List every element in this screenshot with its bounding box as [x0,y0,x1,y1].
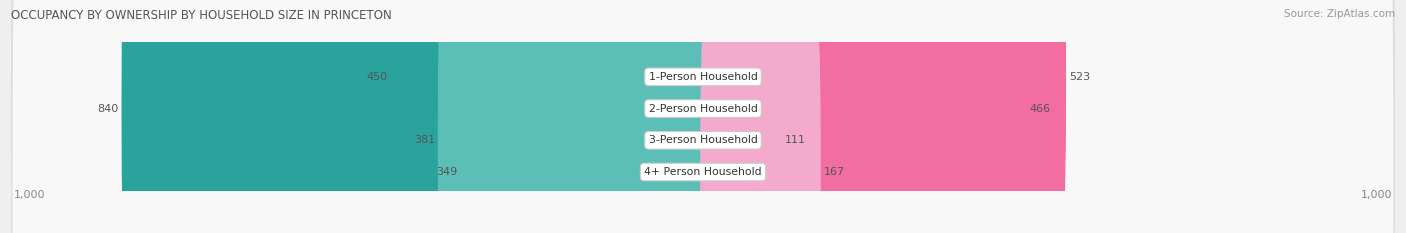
FancyBboxPatch shape [121,0,706,233]
Text: 381: 381 [413,135,434,145]
FancyBboxPatch shape [437,5,706,233]
FancyBboxPatch shape [13,0,1393,233]
Text: Source: ZipAtlas.com: Source: ZipAtlas.com [1284,9,1395,19]
FancyBboxPatch shape [391,0,706,212]
FancyBboxPatch shape [460,37,706,233]
FancyBboxPatch shape [700,0,1026,233]
Text: 840: 840 [97,103,118,113]
Text: 2-Person Household: 2-Person Household [648,103,758,113]
Text: 4+ Person Household: 4+ Person Household [644,167,762,177]
Text: 1,000: 1,000 [1361,190,1392,200]
FancyBboxPatch shape [700,37,821,233]
Text: 3-Person Household: 3-Person Household [648,135,758,145]
FancyBboxPatch shape [13,0,1393,233]
FancyBboxPatch shape [13,0,1393,233]
FancyBboxPatch shape [700,5,782,233]
Text: 523: 523 [1069,72,1090,82]
Text: 1-Person Household: 1-Person Household [648,72,758,82]
Text: 466: 466 [1029,103,1050,113]
Text: 111: 111 [785,135,806,145]
Text: 349: 349 [436,167,457,177]
Text: 1,000: 1,000 [14,190,45,200]
Text: OCCUPANCY BY OWNERSHIP BY HOUSEHOLD SIZE IN PRINCETON: OCCUPANCY BY OWNERSHIP BY HOUSEHOLD SIZE… [11,9,392,22]
Text: 450: 450 [367,72,388,82]
Text: 167: 167 [824,167,845,177]
FancyBboxPatch shape [13,0,1393,233]
FancyBboxPatch shape [700,0,1066,212]
